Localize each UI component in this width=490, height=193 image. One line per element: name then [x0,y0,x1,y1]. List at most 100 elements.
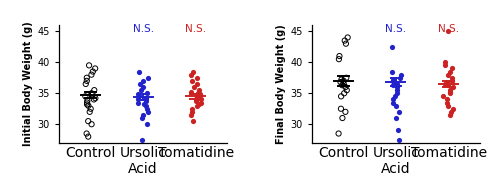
Point [84,120,92,123]
Point [192,98,200,101]
Point [395,110,403,113]
Point [83,76,91,79]
Point [393,85,401,89]
Point [188,79,196,82]
Point [196,101,204,104]
Point [188,91,196,94]
Point [82,82,90,85]
Point [442,80,450,84]
Point [136,82,144,85]
Point [443,101,451,104]
Point [338,78,345,81]
Point [443,98,451,101]
Point [441,64,449,67]
Point [194,92,202,95]
Point [83,101,91,104]
Point [89,93,97,96]
Point [448,67,456,70]
Point [86,110,94,113]
Point [143,123,151,126]
Point [449,107,457,110]
Point [195,89,203,92]
Point [394,129,402,132]
Point [393,82,401,85]
Point [341,39,349,42]
Point [193,76,200,79]
Point [189,120,197,123]
Point [390,98,397,101]
Point [446,91,454,94]
Point [92,97,99,100]
Point [90,98,98,101]
Point [390,80,398,84]
Point [144,110,152,113]
Point [188,107,196,110]
Point [446,89,454,92]
Point [85,64,93,67]
Point [391,95,398,98]
Point [195,96,203,99]
Point [444,30,452,33]
Point [193,82,201,85]
Point [340,79,347,82]
Point [393,92,401,95]
Point [397,73,405,76]
Point [84,104,92,107]
Point [139,113,147,117]
Text: N.S.: N.S. [385,24,407,34]
Point [335,132,343,135]
Point [83,99,91,102]
Point [192,99,200,102]
Point [190,85,197,89]
Point [390,79,397,82]
Point [336,55,343,58]
Point [446,92,454,95]
Point [139,79,147,82]
Point [448,79,456,82]
Point [142,96,150,99]
Point [90,89,98,92]
Point [134,93,142,96]
Text: N.S.: N.S. [132,24,154,34]
Point [342,110,349,113]
Point [337,80,344,84]
Point [88,92,96,95]
Point [389,70,396,73]
Point [88,73,96,76]
Point [441,82,449,85]
Point [337,95,345,98]
Point [134,98,142,101]
Point [83,79,91,82]
Point [449,85,457,89]
Point [144,76,152,79]
Point [389,101,396,104]
Point [337,107,345,110]
Point [135,95,143,98]
Point [343,76,350,79]
Point [143,104,150,107]
Point [135,70,143,73]
Point [393,89,401,92]
Point [344,36,352,39]
Point [440,95,447,98]
Point [338,84,346,87]
Point [340,82,347,85]
Point [448,76,456,79]
Point [89,70,97,73]
Point [389,78,396,81]
Point [83,132,91,135]
Point [444,73,452,76]
Point [197,97,205,100]
Text: N.S.: N.S. [438,24,459,34]
Point [83,103,91,106]
Point [395,138,403,141]
Point [81,95,89,98]
Point [196,93,204,96]
Y-axis label: Initial Body Weight (g): Initial Body Weight (g) [23,22,33,146]
Point [144,107,151,110]
Point [343,89,351,92]
Point [441,61,449,64]
Point [444,104,452,107]
Point [142,99,150,102]
Point [339,117,346,120]
